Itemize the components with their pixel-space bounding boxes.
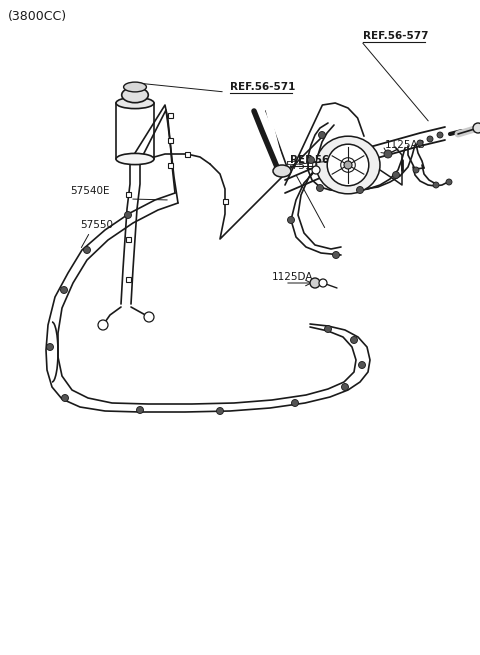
Circle shape	[291, 400, 299, 407]
Circle shape	[312, 166, 320, 174]
Circle shape	[333, 252, 339, 259]
Bar	[168, 162, 172, 168]
Circle shape	[61, 394, 69, 402]
Circle shape	[341, 383, 348, 390]
Circle shape	[324, 326, 332, 333]
Circle shape	[288, 217, 295, 223]
Circle shape	[437, 132, 443, 138]
Circle shape	[319, 132, 325, 138]
Bar	[125, 276, 131, 282]
Text: REF.56-571: REF.56-571	[290, 155, 355, 165]
Bar	[125, 236, 131, 242]
Circle shape	[417, 140, 423, 146]
Circle shape	[47, 343, 53, 350]
Circle shape	[144, 312, 154, 322]
Circle shape	[446, 179, 452, 185]
Ellipse shape	[273, 165, 291, 177]
Circle shape	[384, 150, 392, 158]
Bar	[184, 151, 190, 157]
Ellipse shape	[116, 98, 154, 109]
Ellipse shape	[116, 153, 154, 164]
Text: 57550: 57550	[80, 220, 113, 230]
Circle shape	[319, 279, 327, 287]
Circle shape	[316, 185, 324, 191]
Bar	[125, 191, 131, 196]
Text: 57510: 57510	[285, 161, 318, 171]
Circle shape	[413, 167, 419, 173]
Circle shape	[98, 320, 108, 330]
Bar	[168, 138, 172, 143]
Text: 1125DA: 1125DA	[272, 272, 313, 282]
Bar	[223, 198, 228, 204]
Text: REF.56-577: REF.56-577	[363, 31, 429, 41]
Text: 57540E: 57540E	[70, 186, 109, 196]
Circle shape	[393, 172, 399, 179]
Circle shape	[359, 362, 365, 369]
Circle shape	[427, 136, 433, 142]
Ellipse shape	[124, 82, 146, 92]
Circle shape	[136, 407, 144, 413]
Circle shape	[124, 212, 132, 219]
Text: 1125AB: 1125AB	[385, 140, 426, 150]
Text: (3800CC): (3800CC)	[8, 10, 67, 23]
Circle shape	[473, 123, 480, 133]
Circle shape	[327, 144, 369, 186]
Ellipse shape	[316, 136, 380, 194]
Bar	[168, 113, 172, 117]
Circle shape	[344, 161, 352, 169]
Circle shape	[60, 286, 68, 293]
Ellipse shape	[122, 87, 148, 103]
Circle shape	[310, 278, 320, 288]
Circle shape	[433, 182, 439, 188]
Circle shape	[357, 187, 363, 193]
Text: REF.56-571: REF.56-571	[230, 82, 295, 92]
Circle shape	[308, 157, 314, 164]
Circle shape	[216, 407, 224, 415]
Circle shape	[350, 337, 358, 343]
Circle shape	[84, 246, 91, 253]
